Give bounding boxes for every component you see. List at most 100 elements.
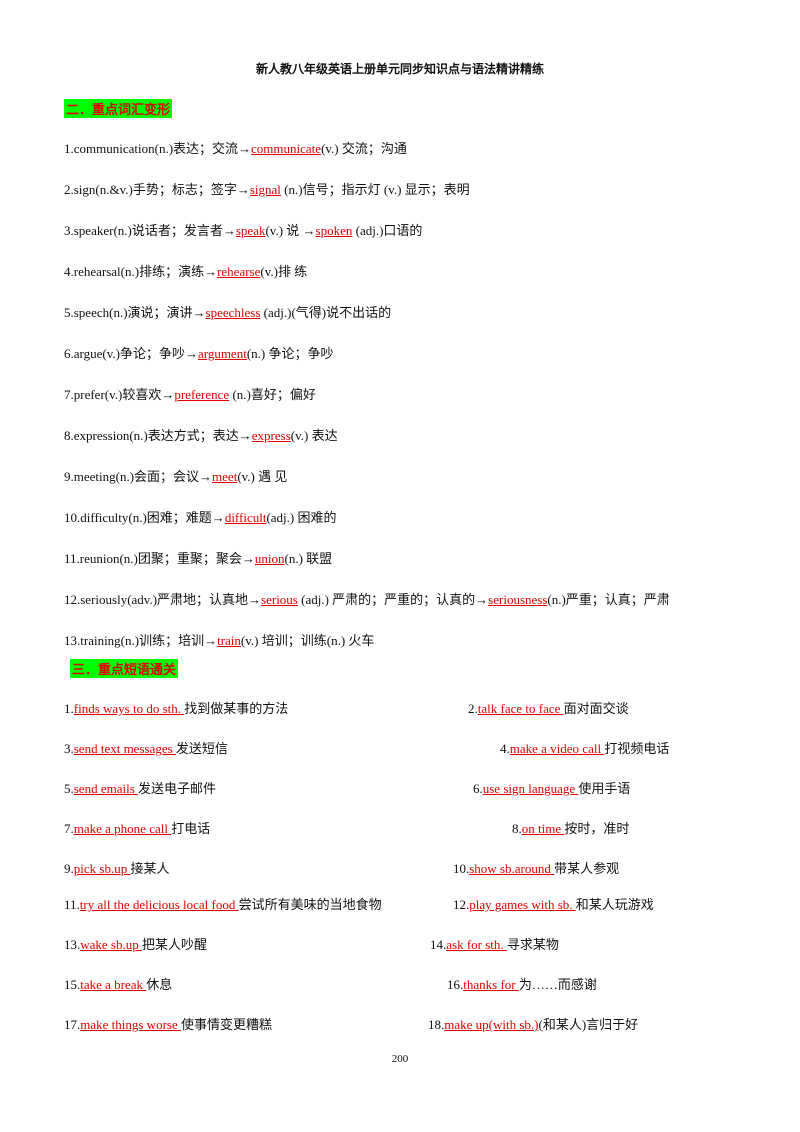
text: 11.	[64, 897, 80, 912]
item: 4.rehearsal(n.)排练；演练→rehearse(v.)排 练	[64, 261, 307, 280]
item: 1.finds ways to do sth. 找到做某事的方法	[64, 698, 288, 717]
item: 13.training(n.)训练；培训→train(v.) 培训；训练(n.)…	[64, 630, 374, 649]
item: 6.use sign language 使用手语	[473, 778, 630, 797]
item: 10.show sb.around 带某人参观	[453, 858, 619, 877]
item: 5.speech(n.)演说；演讲→speechless (adj.)(气得)说…	[64, 302, 391, 321]
answer: ask for sth.	[446, 937, 507, 952]
answer: communicate	[251, 141, 322, 156]
text: (v.) 表达	[290, 428, 338, 443]
answer: try all the delicious local food	[79, 897, 239, 912]
text: (adj.)口语的	[352, 223, 423, 238]
answer: union	[254, 551, 285, 566]
item: 13.wake sb.up 把某人吵醒	[64, 934, 207, 953]
text: 按时，准时	[564, 821, 630, 836]
answer: send emails	[73, 781, 139, 796]
answer: play games with sb.	[469, 897, 576, 912]
item: 8.on time 按时，准时	[512, 818, 629, 837]
doc-title: 新人教八年级英语上册单元同步知识点与语法精讲精练	[255, 62, 544, 76]
text: 6.argue(v.)争论；争吵→	[64, 346, 198, 361]
text: 11.reunion(n.)团聚；重聚；聚会→	[64, 551, 255, 566]
text: 接某人	[130, 861, 170, 876]
text: 寻求某物	[506, 937, 559, 952]
answer: send text messages	[73, 741, 176, 756]
item: 17.make things worse 使事情变更糟糕	[64, 1014, 272, 1033]
item: 12.play games with sb. 和某人玩游戏	[453, 894, 654, 913]
text: 4.rehearsal(n.)排练；演练→	[64, 264, 218, 279]
text: (v.) 培训；训练(n.) 火车	[240, 633, 375, 648]
item: 4.make a video call 打视频电话	[500, 738, 669, 757]
item: 2.talk face to face 面对面交谈	[468, 698, 629, 717]
text: (n.)信号；指示灯 (v.) 显示；表明	[280, 182, 470, 197]
answer: take a break	[80, 977, 147, 992]
answer: train	[217, 633, 241, 648]
text: (v.) 说 →	[265, 223, 316, 238]
text: 2.	[468, 701, 478, 716]
answer: make things worse	[80, 1017, 181, 1032]
text: (v.) 遇 见	[237, 469, 288, 484]
text: 打视频电话	[604, 741, 670, 756]
text: 13.training(n.)训练；培训→	[64, 633, 218, 648]
answer: on time	[521, 821, 565, 836]
answer: make up(with sb.)	[444, 1017, 539, 1032]
answer: make a phone call	[73, 821, 172, 836]
item: 10.difficulty(n.)困难；难题→difficult(adj.) 困…	[64, 507, 337, 526]
text: 10.difficulty(n.)困难；难题→	[64, 510, 225, 525]
text: 7.	[64, 821, 74, 836]
text: 6.	[473, 781, 483, 796]
item: 1.communication(n.)表达；交流→communicate(v.)…	[64, 138, 407, 157]
item: 16.thanks for 为……而感谢	[447, 974, 597, 993]
text: 1.communication(n.)表达；交流→	[64, 141, 252, 156]
text: 把某人吵醒	[142, 937, 208, 952]
text: 16.	[447, 977, 464, 992]
text: 5.	[64, 781, 74, 796]
text: 为……而感谢	[518, 977, 597, 992]
answer: express	[251, 428, 291, 443]
text: 打电话	[171, 821, 211, 836]
text: (v.)排 练	[260, 264, 308, 279]
answer: preference	[174, 387, 230, 402]
item: 18.make up(with sb.)(和某人)言归于好	[428, 1014, 638, 1033]
text: 1.	[64, 701, 74, 716]
text: 3.speaker(n.)说话者；发言者→	[64, 223, 236, 238]
item: 8.expression(n.)表达方式；表达→express(v.) 表达	[64, 425, 338, 444]
answer: seriousness	[488, 592, 548, 607]
text: 7.prefer(v.)较喜欢→	[64, 387, 175, 402]
text: 5.speech(n.)演说；演讲→	[64, 305, 206, 320]
text: (和某人)言归于好	[538, 1017, 639, 1032]
text: 使事情变更糟糕	[180, 1017, 272, 1032]
text: 休息	[146, 977, 173, 992]
text: 3.	[64, 741, 74, 756]
text: 9.meeting(n.)会面；会议→	[64, 469, 213, 484]
answer: pick sb.up	[73, 861, 131, 876]
text: 使用手语	[578, 781, 631, 796]
text: 发送电子邮件	[138, 781, 217, 796]
answer: serious	[261, 592, 298, 607]
item: 9.meeting(n.)会面；会议→meet(v.) 遇 见	[64, 466, 287, 485]
section-heading: 三．重点短语通关	[70, 659, 179, 678]
section-heading: 二．重点词汇变形	[64, 99, 173, 118]
text: 12.	[453, 897, 470, 912]
answer: use sign language	[482, 781, 579, 796]
answer: signal	[249, 182, 281, 197]
text: 面对面交谈	[563, 701, 629, 716]
answer: show sb.around	[469, 861, 555, 876]
item: 15.take a break 休息	[64, 974, 172, 993]
item: 11.try all the delicious local food 尝试所有…	[64, 894, 382, 913]
page-number: 200	[391, 1053, 409, 1065]
text: (n.)喜好；偏好	[229, 387, 316, 402]
text: (n.) 联盟	[284, 551, 333, 566]
text: 8.	[512, 821, 522, 836]
text: 发送短信	[175, 741, 228, 756]
item: 2.sign(n.&v.)手势；标志；签字→signal (n.)信号；指示灯 …	[64, 179, 470, 198]
text: 10.	[453, 861, 470, 876]
item: 3.send text messages 发送短信	[64, 738, 228, 757]
item: 7.make a phone call 打电话	[64, 818, 210, 837]
text: 和某人玩游戏	[575, 897, 654, 912]
item: 3.speaker(n.)说话者；发言者→speak(v.) 说 →spoken…	[64, 220, 422, 239]
answer: rehearse	[217, 264, 261, 279]
answer: meet	[212, 469, 238, 484]
item: 14.ask for sth. 寻求某物	[430, 934, 559, 953]
text: (adj.) 严肃的；严重的；认真的→	[297, 592, 489, 607]
answer: make a video call	[509, 741, 605, 756]
item: 6.argue(v.)争论；争吵→argument(n.) 争论；争吵	[64, 343, 333, 362]
